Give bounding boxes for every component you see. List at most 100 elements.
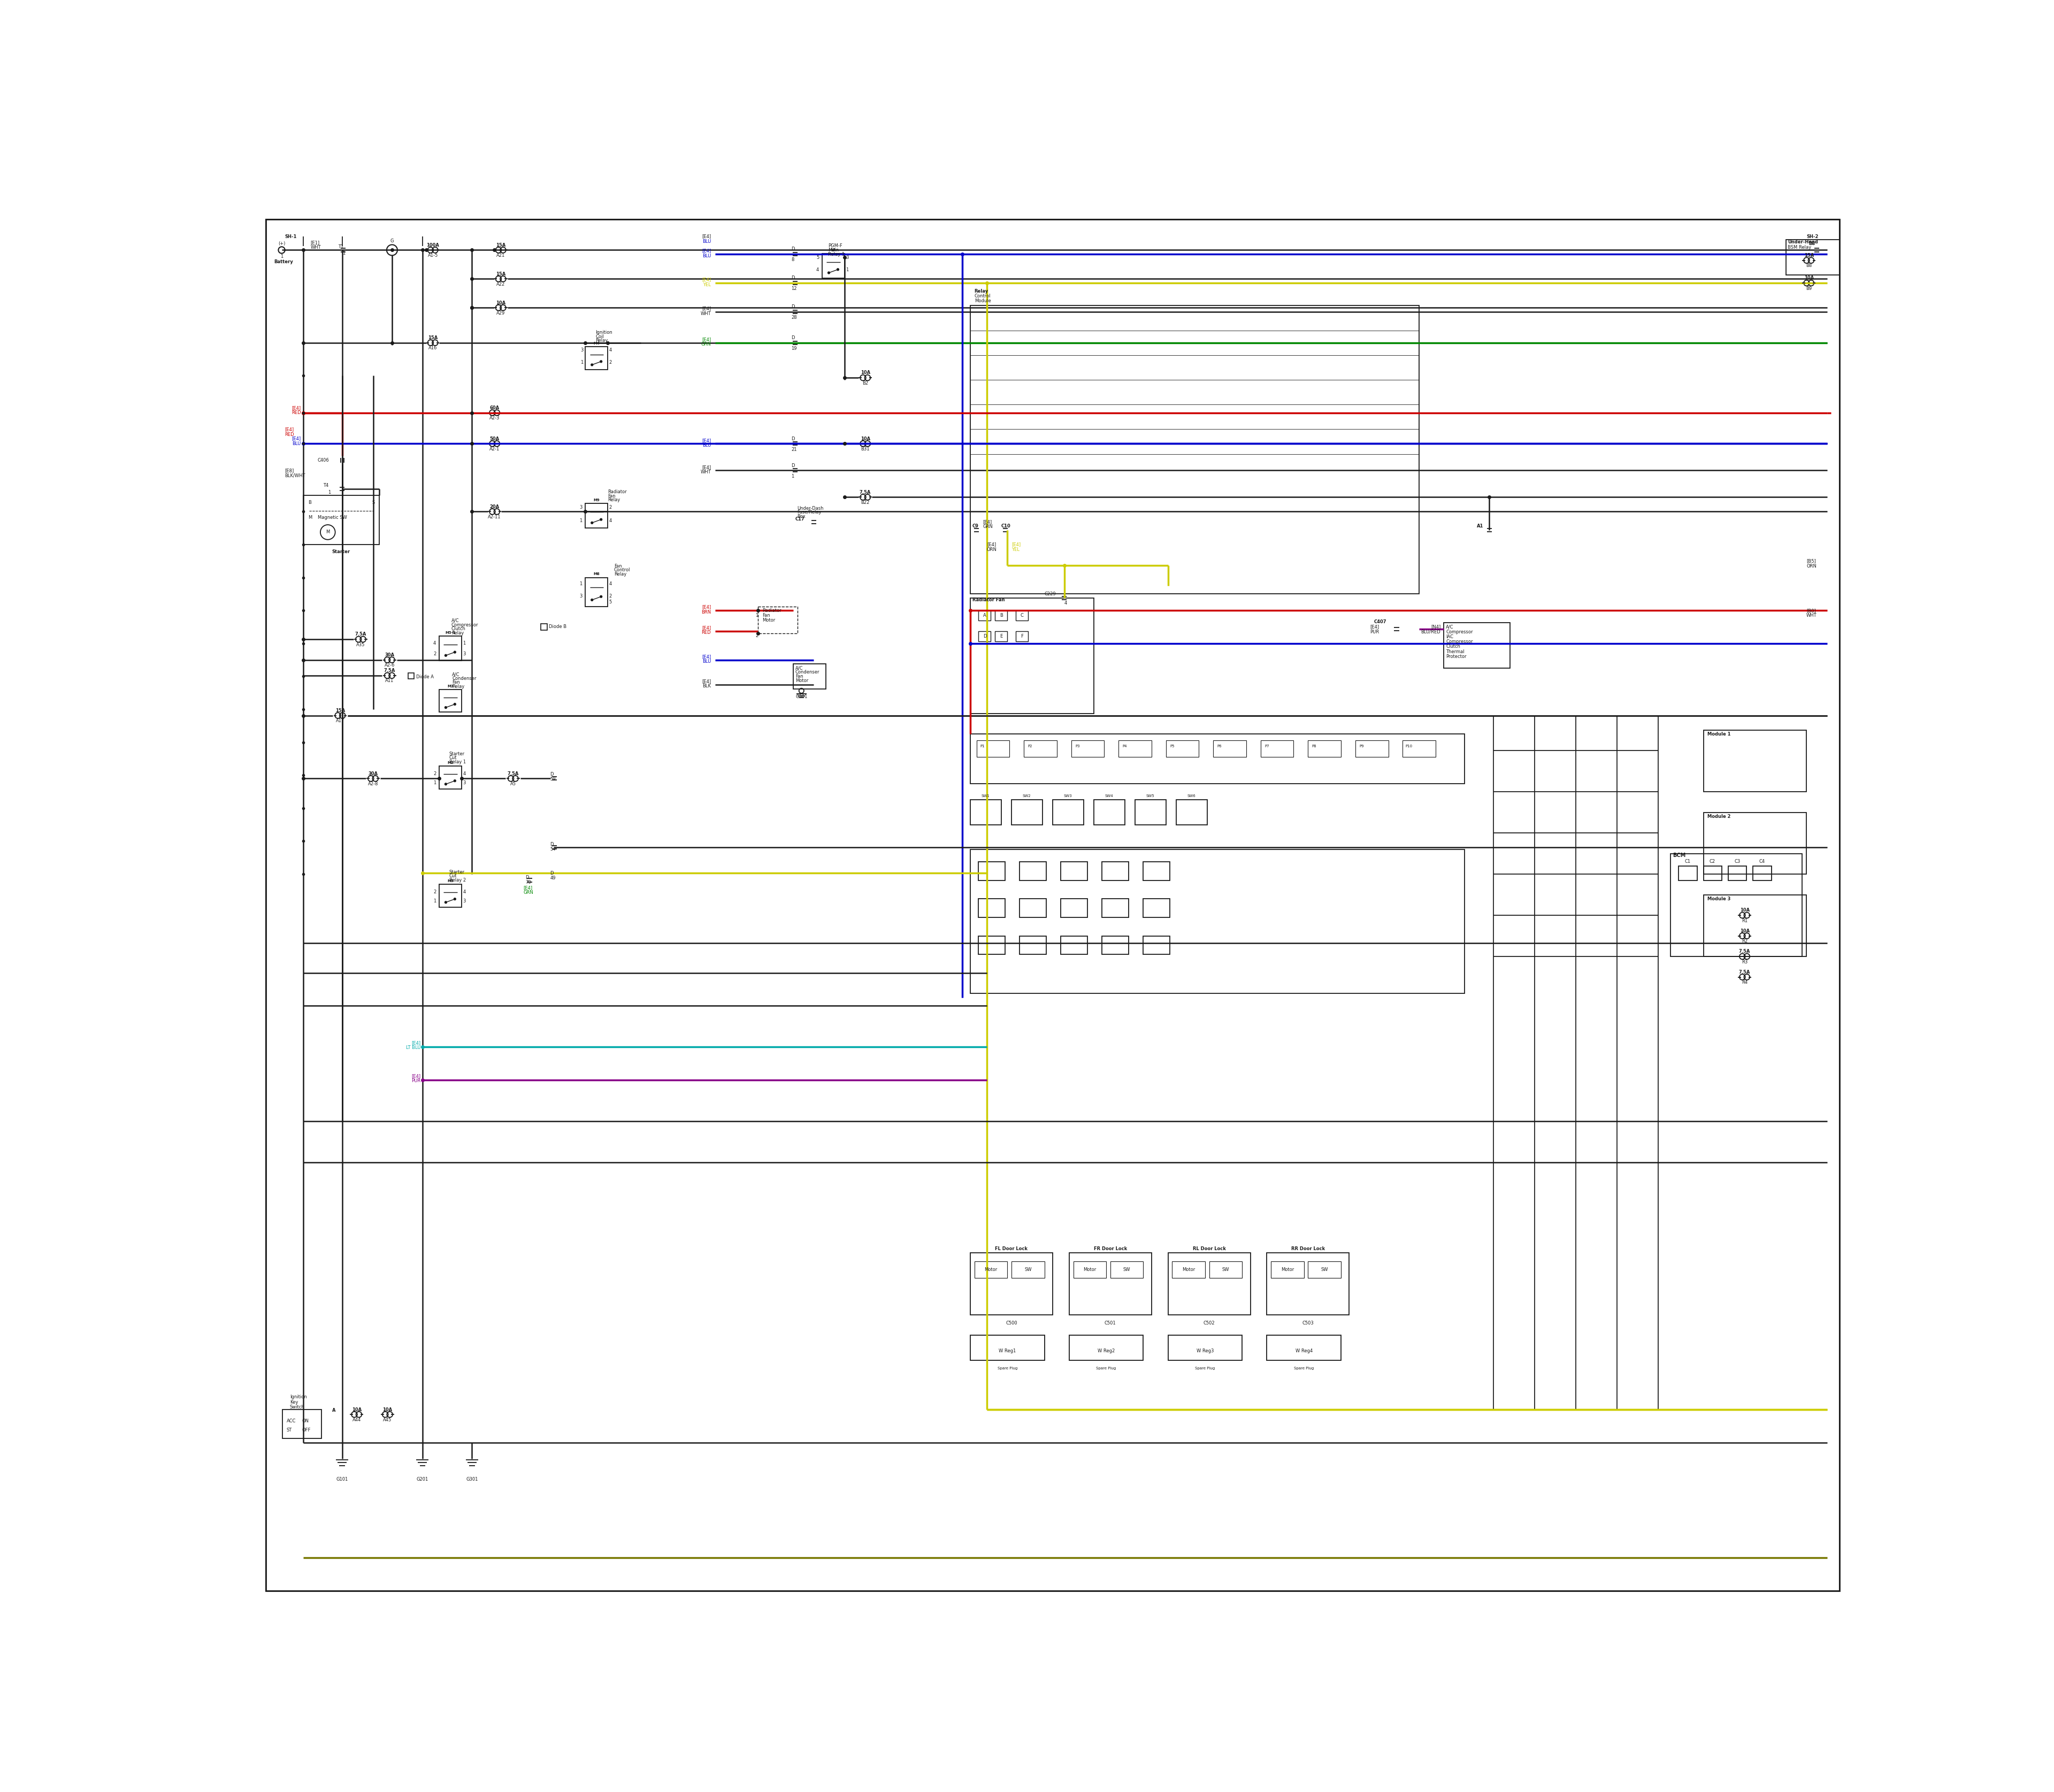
Text: A1: A1: [1477, 523, 1483, 529]
Text: C10: C10: [1000, 523, 1011, 529]
Text: FR Door Lock: FR Door Lock: [1093, 1247, 1128, 1251]
Bar: [440, 636, 462, 661]
Text: Condenser: Condenser: [795, 670, 820, 674]
Text: A2-11: A2-11: [489, 514, 501, 520]
Text: M3: M3: [448, 685, 454, 688]
Text: WHT: WHT: [700, 470, 711, 475]
Bar: [540, 624, 546, 631]
Text: [E4]: [E4]: [292, 405, 302, 410]
Text: 1: 1: [791, 473, 795, 478]
Text: BLU: BLU: [702, 659, 711, 665]
Text: W Reg4: W Reg4: [1296, 1349, 1313, 1353]
Text: D: D: [791, 335, 795, 340]
Text: Starter: Starter: [333, 550, 349, 554]
Text: 2: 2: [610, 593, 612, 599]
Text: B2: B2: [863, 380, 869, 385]
Text: A44: A44: [353, 1417, 362, 1423]
Text: Condenser: Condenser: [452, 676, 477, 681]
Text: 1: 1: [581, 360, 583, 366]
Bar: [969, 735, 1465, 783]
Text: [B5]: [B5]: [1805, 559, 1816, 563]
Bar: [304, 495, 380, 545]
Text: 4: 4: [610, 348, 612, 353]
Text: 8: 8: [791, 258, 795, 262]
Bar: [1019, 935, 1045, 955]
Bar: [1444, 624, 1510, 668]
Text: 10A: 10A: [351, 1407, 362, 1412]
Bar: [440, 767, 462, 788]
Bar: [1015, 611, 1027, 620]
Text: D: D: [791, 462, 795, 468]
Text: Spare Plug: Spare Plug: [1195, 1367, 1216, 1369]
Bar: [969, 1253, 1052, 1315]
Text: A11: A11: [386, 679, 394, 683]
Bar: [994, 631, 1006, 642]
Text: [E8]: [E8]: [286, 468, 294, 473]
Text: 1: 1: [756, 613, 758, 618]
Text: A/C: A/C: [452, 672, 460, 677]
Text: 3: 3: [462, 650, 466, 656]
Text: D: D: [550, 871, 555, 876]
Text: 30A: 30A: [368, 771, 378, 776]
Bar: [1703, 729, 1805, 792]
Bar: [585, 577, 608, 606]
Text: 5: 5: [610, 600, 612, 604]
Text: Relay: Relay: [614, 572, 626, 577]
Bar: [1062, 935, 1089, 955]
Text: [E4]: [E4]: [292, 435, 302, 441]
Text: D: D: [984, 634, 986, 638]
Text: C17: C17: [795, 516, 805, 521]
Bar: [978, 900, 1004, 918]
Text: B: B: [308, 500, 310, 505]
Text: 50A: 50A: [489, 435, 499, 441]
Text: Starter: Starter: [450, 869, 464, 874]
Bar: [1011, 1262, 1043, 1278]
Text: 2: 2: [756, 634, 758, 638]
Text: Spare Plug: Spare Plug: [998, 1367, 1017, 1369]
Bar: [440, 690, 462, 711]
Text: 7.5A: 7.5A: [1740, 969, 1750, 975]
Text: Radiator Fan: Radiator Fan: [972, 599, 1004, 602]
Text: P9: P9: [1360, 745, 1364, 747]
Text: BLK/WHT: BLK/WHT: [286, 473, 306, 478]
Text: 7.5A: 7.5A: [384, 668, 394, 674]
Text: 3: 3: [579, 593, 583, 599]
Text: RED: RED: [700, 631, 711, 634]
Bar: [969, 799, 1000, 824]
Text: SW: SW: [1025, 1267, 1031, 1272]
Text: SW6: SW6: [1187, 794, 1195, 797]
Text: BLU: BLU: [292, 441, 302, 446]
Text: A2-1: A2-1: [489, 446, 499, 452]
Text: PGM-F: PGM-F: [828, 244, 842, 249]
Text: Protector: Protector: [1446, 654, 1467, 659]
Bar: [1023, 740, 1058, 756]
Text: [E4]: [E4]: [702, 604, 711, 609]
Text: [E4]: [E4]: [702, 278, 711, 281]
Text: [E4]: [E4]: [702, 306, 711, 312]
Bar: [1670, 853, 1801, 957]
Text: GRN: GRN: [982, 525, 992, 529]
Text: PUR: PUR: [411, 1079, 421, 1082]
Bar: [1019, 900, 1045, 918]
Text: 1: 1: [579, 518, 581, 523]
Text: C406: C406: [318, 457, 329, 462]
Text: 28: 28: [791, 315, 797, 321]
Text: T1: T1: [339, 244, 343, 249]
Text: D: D: [550, 772, 555, 776]
Text: (+): (+): [277, 242, 286, 246]
Circle shape: [836, 269, 838, 271]
Text: M9: M9: [594, 498, 600, 502]
Text: R2: R2: [1742, 939, 1748, 944]
Text: 15A: 15A: [495, 242, 505, 247]
Text: S: S: [372, 500, 374, 505]
Text: 54: 54: [550, 848, 557, 851]
Text: M8: M8: [594, 573, 600, 575]
Text: [N4]: [N4]: [1432, 625, 1440, 629]
Text: D: D: [550, 842, 555, 848]
Text: 10A: 10A: [861, 371, 871, 375]
Text: 15A: 15A: [427, 335, 438, 340]
Text: Key: Key: [290, 1400, 298, 1405]
Text: Clutch: Clutch: [1446, 645, 1460, 649]
Text: C500: C500: [1006, 1321, 1017, 1326]
Text: RL Door Lock: RL Door Lock: [1193, 1247, 1226, 1251]
